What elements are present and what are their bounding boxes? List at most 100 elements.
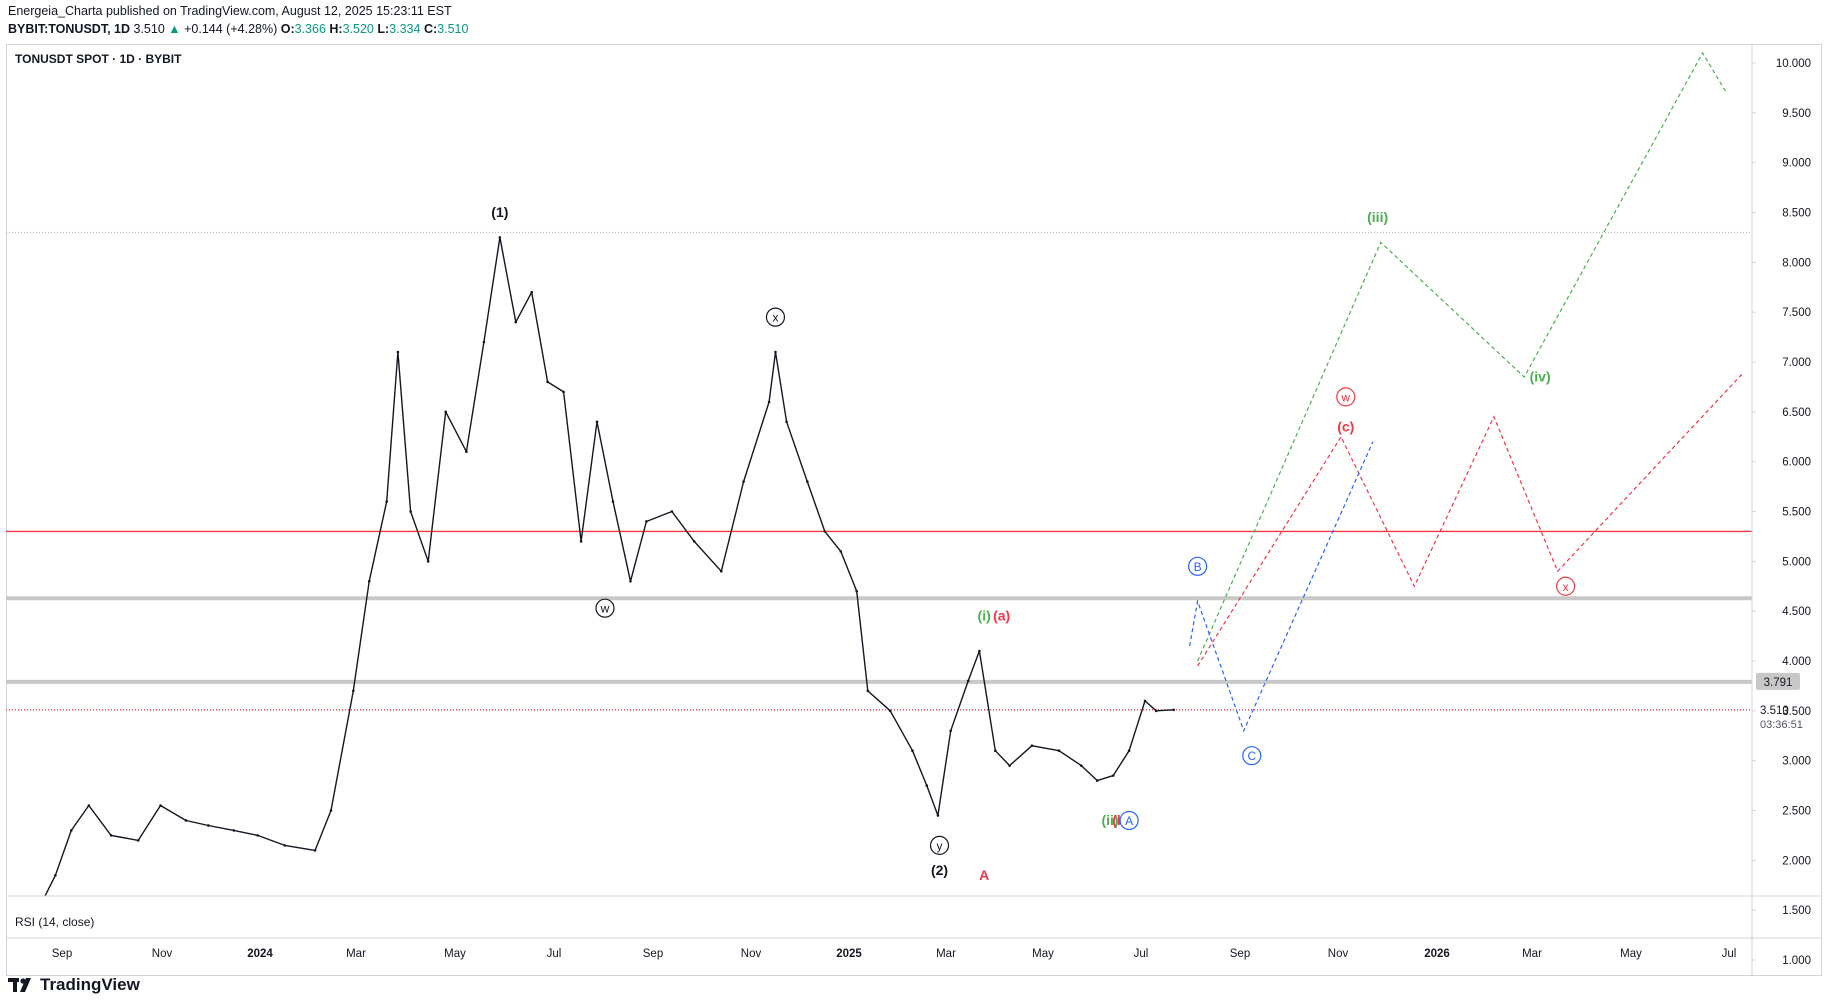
price-point-57 (1057, 749, 1061, 752)
wave-label-4: (2) (931, 862, 948, 878)
price-point-43 (823, 530, 827, 533)
low-value: 3.334 (389, 22, 421, 36)
time-tick-label: Jul (547, 948, 562, 960)
wave-label-circle-10 (1119, 810, 1139, 831)
price-point-10 (207, 824, 210, 827)
price-point-58 (1080, 764, 1083, 767)
wave-label-circle-15 (1336, 387, 1356, 407)
price-point-33 (629, 579, 632, 583)
price-point-26 (514, 320, 518, 324)
price-point-18 (385, 500, 389, 503)
tradingview-logo-icon (8, 978, 31, 992)
wave-label-13: (iii) (1367, 209, 1388, 225)
time-tick-label: 2024 (247, 948, 273, 960)
price-point-42 (806, 480, 809, 483)
last-price-marker-label: 3.510 (1760, 705, 1789, 717)
price-tick-label: 3.500 (1782, 706, 1811, 718)
time-tick-label: 2026 (1424, 948, 1450, 960)
brand-name: TradingView (40, 975, 140, 994)
wave-label-circle-2 (595, 598, 615, 618)
price-tick-label: 4.500 (1782, 606, 1811, 618)
price-point-54 (993, 749, 997, 752)
price-tick-label: 4.000 (1782, 656, 1811, 668)
price-point-23 (465, 450, 468, 454)
symbol-label: BYBIT:TONUSDT, 1D (8, 22, 131, 36)
time-tick-label: Nov (152, 948, 173, 960)
wave-label-14: (iv) (1530, 368, 1551, 384)
price-tick-label: 9.000 (1782, 158, 1811, 170)
wave-label-0: (1) (491, 204, 508, 220)
price-point-22 (444, 410, 447, 414)
price-tick-label: 5.000 (1782, 556, 1811, 568)
price-point-7 (136, 839, 140, 842)
price-tick-label: 2.000 (1782, 855, 1811, 867)
price-point-41 (785, 420, 788, 424)
time-tick-label: Sep (643, 948, 663, 960)
price-point-61 (1127, 749, 1131, 752)
price-point-63 (1154, 709, 1158, 713)
price-point-44 (839, 550, 843, 553)
price-point-9 (184, 819, 188, 822)
wave-label-circle-3 (929, 835, 950, 855)
price-point-38 (742, 480, 745, 483)
time-tick-label: Sep (52, 948, 72, 960)
last-price: 3.510 (133, 22, 165, 36)
price-tick-label: 6.000 (1782, 457, 1811, 469)
time-tick-label: Jul (1722, 948, 1737, 960)
price-point-14 (313, 849, 317, 852)
wave-label-circle-1 (765, 307, 786, 327)
price-point-48 (911, 749, 914, 752)
wave-label-2: w (600, 602, 610, 616)
price-point-19 (396, 350, 400, 354)
price-point-59 (1095, 779, 1099, 782)
rsi-indicator-label[interactable]: RSI (14, close) (15, 915, 95, 929)
high-label: H: (329, 22, 343, 36)
price-tick-label: 5.500 (1782, 507, 1811, 519)
wave-label-circle-17 (1556, 576, 1576, 596)
price-tick-label: 7.000 (1782, 357, 1811, 369)
wave-label-8: (ii) (1101, 812, 1118, 828)
wave-label-5: A (979, 867, 989, 883)
price-tick-label: 1.500 (1782, 905, 1811, 917)
close-value: 3.510 (437, 22, 469, 36)
time-tick-label: Sep (1230, 948, 1250, 960)
change-arrow-icon: ▲ (168, 22, 181, 36)
price-point-35 (670, 510, 674, 513)
price-point-21 (426, 560, 430, 563)
price-point-62 (1143, 699, 1147, 703)
time-tick-label: Mar (936, 948, 956, 960)
wave-label-3: y (937, 839, 943, 853)
open-value: 3.366 (294, 22, 326, 36)
price-point-5 (87, 804, 91, 807)
wave-label-7: (a) (993, 608, 1010, 624)
price-point-53 (978, 649, 981, 653)
price-point-25 (498, 236, 502, 239)
price-point-2 (37, 909, 40, 912)
price-point-15 (329, 809, 333, 812)
price-change: +0.144 (+4.28%) (184, 22, 278, 36)
wave-label-1: x (772, 311, 778, 325)
time-tick-label: 2025 (836, 948, 862, 960)
series-legend: TONUSDT SPOT · 1D · BYBIT (15, 52, 182, 66)
wave-label-10: A (1125, 814, 1133, 828)
price-point-49 (925, 784, 929, 787)
price-tick-label: 8.000 (1782, 257, 1811, 269)
price-point-13 (283, 844, 287, 847)
wave-label-circle-12 (1242, 746, 1262, 766)
price-point-45 (855, 589, 858, 593)
low-label: L: (377, 22, 390, 36)
brand: TradingView (8, 975, 140, 995)
price-point-31 (595, 420, 599, 424)
wave-label-12: C (1247, 749, 1256, 763)
time-tick-label: Nov (1328, 948, 1349, 960)
price-tick-label: 7.500 (1782, 307, 1811, 319)
price-point-46 (866, 689, 870, 693)
open-label: O: (280, 22, 295, 36)
wave-label-16: (c) (1337, 418, 1354, 434)
price-point-34 (645, 520, 648, 523)
price-point-6 (109, 834, 113, 837)
wave-label-6: (i) (978, 608, 991, 624)
wave-label-17: x (1563, 580, 1569, 594)
price-tick-label: 1.000 (1782, 955, 1811, 967)
